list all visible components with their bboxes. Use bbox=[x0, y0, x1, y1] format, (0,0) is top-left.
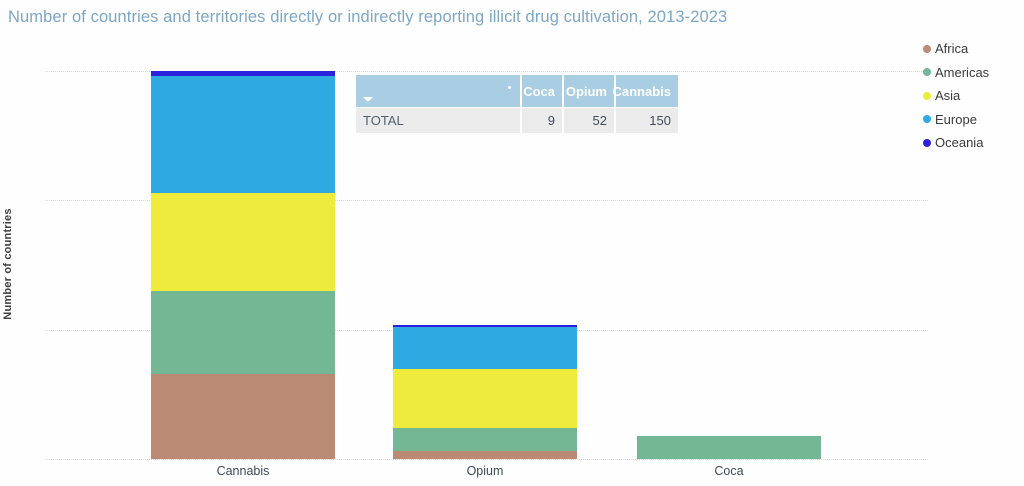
summary-table: Coca Opium Cannabis TOTAL 9 52 150 bbox=[356, 75, 678, 133]
gridline-0 bbox=[45, 459, 928, 460]
gridline-150 bbox=[45, 71, 928, 72]
bar-segment-cannabis-europe[interactable] bbox=[151, 76, 335, 193]
bar-segment-cannabis-americas[interactable] bbox=[151, 290, 335, 374]
legend-dot-oceania bbox=[923, 138, 931, 147]
legend-label-asia: Asia bbox=[935, 88, 961, 103]
table-header-opium[interactable]: Opium bbox=[564, 75, 614, 107]
legend-item-americas[interactable]: Americas bbox=[923, 65, 989, 80]
table-cell-opium: 52 bbox=[564, 108, 614, 133]
bar-segment-cannabis-asia[interactable] bbox=[151, 192, 335, 291]
legend-dot-americas bbox=[923, 68, 931, 76]
gridline-100 bbox=[45, 200, 928, 202]
bar-coca bbox=[637, 435, 821, 459]
legend-item-africa[interactable]: Africa bbox=[923, 41, 989, 56]
x-tick-label-cannabis: Cannabis bbox=[216, 464, 270, 478]
table-cell-coca: 9 bbox=[522, 108, 562, 133]
legend-item-europe[interactable]: Europe bbox=[923, 112, 989, 127]
bar-segment-opium-europe[interactable] bbox=[393, 327, 577, 369]
legend-label-americas: Americas bbox=[935, 64, 990, 80]
legend-item-oceania[interactable]: Oceania bbox=[923, 135, 989, 150]
bar-cannabis bbox=[151, 71, 335, 459]
legend-label-oceania: Oceania bbox=[935, 135, 984, 150]
legend-item-asia[interactable]: Asia bbox=[923, 88, 989, 103]
table-header-blank[interactable] bbox=[356, 75, 520, 107]
bar-segment-opium-americas[interactable] bbox=[393, 427, 577, 452]
legend-dot-africa bbox=[923, 44, 931, 53]
legend-dot-asia bbox=[923, 91, 931, 100]
table-cell-cannabis: 150 bbox=[616, 108, 678, 133]
table-cell-row-label: TOTAL bbox=[356, 108, 520, 133]
legend-dot-europe bbox=[923, 115, 931, 123]
legend: Africa Americas Asia Europe Oceania bbox=[923, 41, 989, 150]
y-axis-title: Number of countries bbox=[2, 208, 14, 320]
sort-caret-icon[interactable] bbox=[363, 97, 373, 102]
table-header-coca[interactable]: Coca bbox=[522, 75, 562, 107]
bar-segment-opium-asia[interactable] bbox=[393, 368, 577, 428]
bar-segment-cannabis-oceania[interactable] bbox=[151, 71, 335, 77]
bar-segment-coca-americas[interactable] bbox=[637, 435, 821, 459]
bar-opium bbox=[393, 324, 577, 459]
x-tick-label-coca: Coca bbox=[714, 464, 744, 478]
chart-title: Number of countries and territories dire… bbox=[8, 8, 728, 26]
legend-label-europe: Europe bbox=[935, 111, 977, 127]
bar-segment-opium-oceania[interactable] bbox=[393, 324, 577, 328]
bar-segment-opium-africa[interactable] bbox=[393, 451, 577, 459]
x-tick-label-opium: Opium bbox=[466, 464, 504, 478]
table-header-cannabis[interactable]: Cannabis bbox=[612, 75, 678, 107]
resize-dot-icon bbox=[508, 86, 511, 89]
legend-label-africa: Africa bbox=[935, 41, 969, 56]
bar-segment-cannabis-africa[interactable] bbox=[151, 373, 335, 459]
